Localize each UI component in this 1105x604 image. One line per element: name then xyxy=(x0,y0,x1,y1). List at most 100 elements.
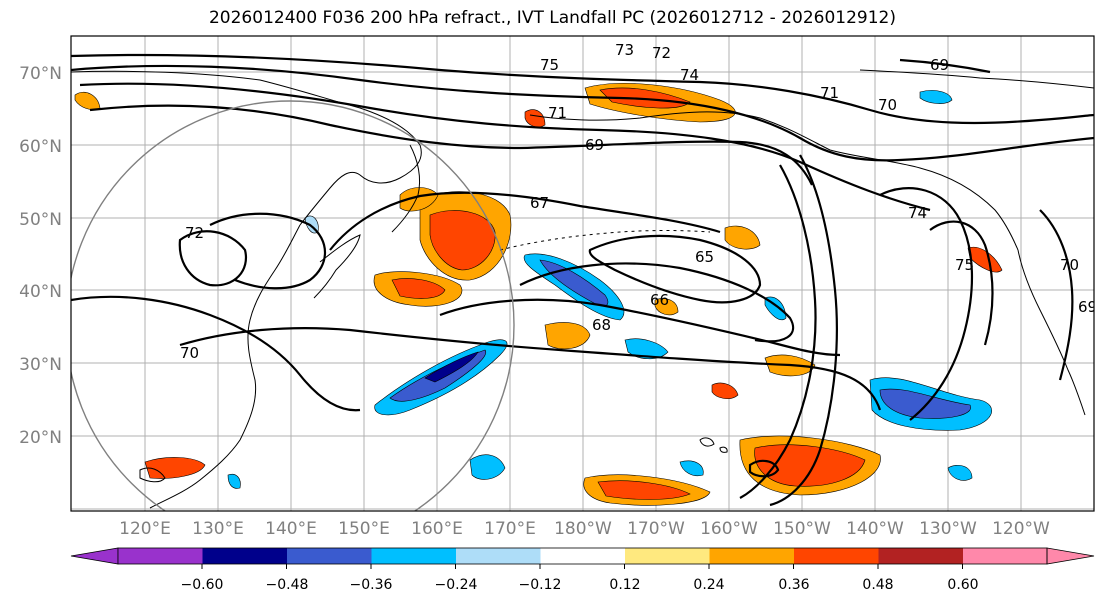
distance-ring xyxy=(71,100,515,511)
contour-label: 67 xyxy=(530,194,549,212)
lon-label: 130°E xyxy=(192,519,244,539)
anomaly-midpac-2 xyxy=(654,298,679,316)
contour-75-east xyxy=(929,220,994,346)
colorbar-extend-low xyxy=(70,547,119,565)
anomaly-midpac xyxy=(544,322,591,350)
contour-label: 66 xyxy=(650,291,669,309)
lon-label: 140°E xyxy=(265,519,317,539)
lon-label: 170°W xyxy=(627,519,685,539)
colorbar-tick-label: 0.24 xyxy=(693,577,724,593)
contour-label: 69 xyxy=(585,136,604,154)
colorbar-segment xyxy=(794,548,879,564)
contour-label: 75 xyxy=(540,56,559,74)
colorbar-segments xyxy=(70,547,1095,565)
colorbar-tick-label: 0.12 xyxy=(609,577,640,593)
contour-label: 69 xyxy=(1078,298,1097,316)
colorbar-ticks xyxy=(201,564,963,569)
colorbar-tick-label: −0.12 xyxy=(519,577,562,593)
colorbar-segment xyxy=(878,548,964,564)
coast-asia-north xyxy=(71,70,422,226)
coast-hawaii xyxy=(699,437,728,453)
lon-label: 120°E xyxy=(119,519,171,539)
map-frame xyxy=(70,35,1095,512)
contour-69 xyxy=(89,104,813,186)
colorbar-tick-label: −0.36 xyxy=(350,577,393,593)
contour-label: 74 xyxy=(908,204,927,222)
lat-label: 50°N xyxy=(19,210,62,230)
coastlines xyxy=(71,69,1094,509)
coast-aleutians xyxy=(499,230,711,251)
anomaly-710 xyxy=(711,382,739,400)
colorbar: −0.60 −0.48 −0.36 −0.24 −0.12 0.12 0.24 … xyxy=(70,547,1095,593)
colorbar-segment xyxy=(456,548,541,564)
anomaly-west-coast xyxy=(967,246,1003,273)
colorbar-tick-label: 0.48 xyxy=(862,577,893,593)
lon-label: 160°E xyxy=(411,519,463,539)
lat-label: 20°N xyxy=(19,428,62,448)
longitude-labels: 120°E 130°E 140°E 150°E 160°E 170°E 180°… xyxy=(119,519,1050,539)
contour-74 xyxy=(879,187,974,421)
contour-label: 75 xyxy=(955,256,974,274)
colorbar-segment xyxy=(371,548,457,564)
lon-label: 130°W xyxy=(919,519,977,539)
colorbar-segment xyxy=(963,548,1047,564)
anomaly-japan-east-core xyxy=(391,278,446,299)
contour-loop-east-2 xyxy=(739,164,817,499)
lat-label: 70°N xyxy=(19,64,62,84)
contour-label: 72 xyxy=(185,224,204,242)
colorbar-outline xyxy=(117,547,1048,565)
anomaly-subtropic-jet-core xyxy=(424,351,479,383)
contour-75-north xyxy=(71,53,1094,125)
anomaly-east-pac-mid xyxy=(879,388,971,419)
lon-label: 180°W xyxy=(554,519,612,539)
contour-label: 73 xyxy=(615,41,634,59)
colorbar-extend-high xyxy=(1046,547,1095,565)
anomaly-north-pacific-core xyxy=(429,210,496,271)
coast-sea-islands xyxy=(139,467,166,483)
contour-label: 71 xyxy=(548,104,567,122)
contour-label: 70 xyxy=(878,96,897,114)
lon-label: 120°W xyxy=(992,519,1050,539)
contour-70-east xyxy=(1039,209,1074,381)
contour-65 xyxy=(588,234,762,304)
lon-label: 140°W xyxy=(846,519,904,539)
anomaly-nw-small xyxy=(524,109,546,128)
anomaly-west-cool xyxy=(227,473,241,489)
coast-kamchatka xyxy=(391,144,421,233)
colorbar-tick-label: −0.60 xyxy=(181,577,224,593)
colorbar-segment xyxy=(625,548,710,564)
contour-67 xyxy=(329,191,721,251)
coast-alaska xyxy=(529,111,1019,251)
colorbar-segment xyxy=(287,548,372,564)
contour-label: 70 xyxy=(180,344,199,362)
contour-loop-east xyxy=(769,154,838,507)
colorbar-tick-label: −0.24 xyxy=(435,577,478,593)
lat-label: 30°N xyxy=(19,355,62,375)
contour-far-east-69 xyxy=(899,58,991,74)
contour-label: 65 xyxy=(695,248,714,266)
contour-label: 71 xyxy=(820,84,839,102)
contour-68 xyxy=(439,298,841,357)
contour-71 xyxy=(79,82,931,212)
anomaly-kamchatka xyxy=(399,187,439,212)
contour-label: 72 xyxy=(652,44,671,62)
graticule xyxy=(71,36,1094,511)
lon-label: 150°E xyxy=(338,519,390,539)
contour-label: 69 xyxy=(930,56,949,74)
contour-73 xyxy=(71,64,1094,162)
colorbar-segment xyxy=(540,548,626,564)
coast-canada-north xyxy=(859,69,1094,89)
contour-label: 74 xyxy=(680,66,699,84)
colorbar-segment xyxy=(709,548,795,564)
anomaly-sea-east xyxy=(144,457,206,479)
contour-inner-west xyxy=(209,212,326,290)
contour-70-south xyxy=(179,327,882,411)
anomaly-tropic-cool-2 xyxy=(947,465,973,481)
lat-label: 40°N xyxy=(19,282,62,302)
contour-label: 70 xyxy=(1060,256,1079,274)
coast-asia-east xyxy=(149,224,301,509)
contour-small-loop xyxy=(748,459,780,478)
colorbar-tick-labels: −0.60 −0.48 −0.36 −0.24 −0.12 0.12 0.24 … xyxy=(181,577,979,593)
colorbar-tick-label: −0.48 xyxy=(266,577,309,593)
